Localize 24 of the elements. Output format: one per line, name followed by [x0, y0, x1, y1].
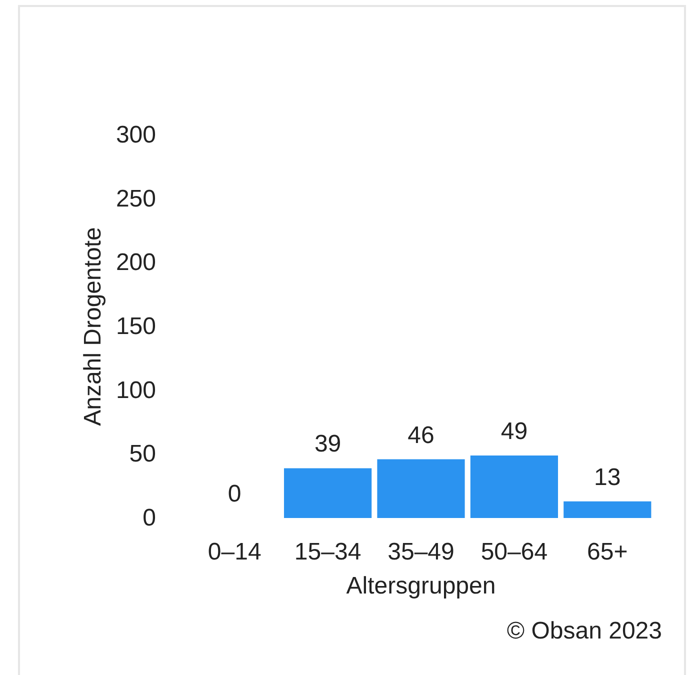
x-axis-title: Altersgruppen: [346, 572, 496, 600]
text: © Obsan 2023: [506, 618, 662, 644]
x-tick-label: 65+: [587, 538, 628, 566]
data-label: 13: [594, 464, 621, 491]
y-tick-label: 150: [116, 313, 156, 340]
x-tick-label: 35–49: [388, 538, 454, 566]
data-label: 39: [314, 430, 342, 458]
data-label: 46: [408, 422, 434, 449]
bar: [377, 459, 465, 518]
bar: [284, 468, 372, 518]
x-tick-label: 0–14: [208, 538, 262, 566]
x-tick-label: 15–34: [294, 538, 362, 566]
bar: [564, 501, 652, 518]
y-tick-label: 100: [116, 376, 156, 404]
y-tick-label: 200: [116, 249, 156, 276]
bar: [470, 455, 558, 518]
y-axis-title: Anzahl Drogentote: [80, 227, 107, 426]
y-tick-label: 0: [142, 504, 156, 532]
data-label: 0: [228, 480, 242, 508]
data-label: 49: [500, 418, 528, 445]
y-tick-label: 300: [116, 122, 156, 148]
x-tick-label: 50–64: [480, 538, 548, 566]
y-tick-label: 50: [129, 440, 156, 468]
y-tick-label: 250: [116, 185, 156, 212]
